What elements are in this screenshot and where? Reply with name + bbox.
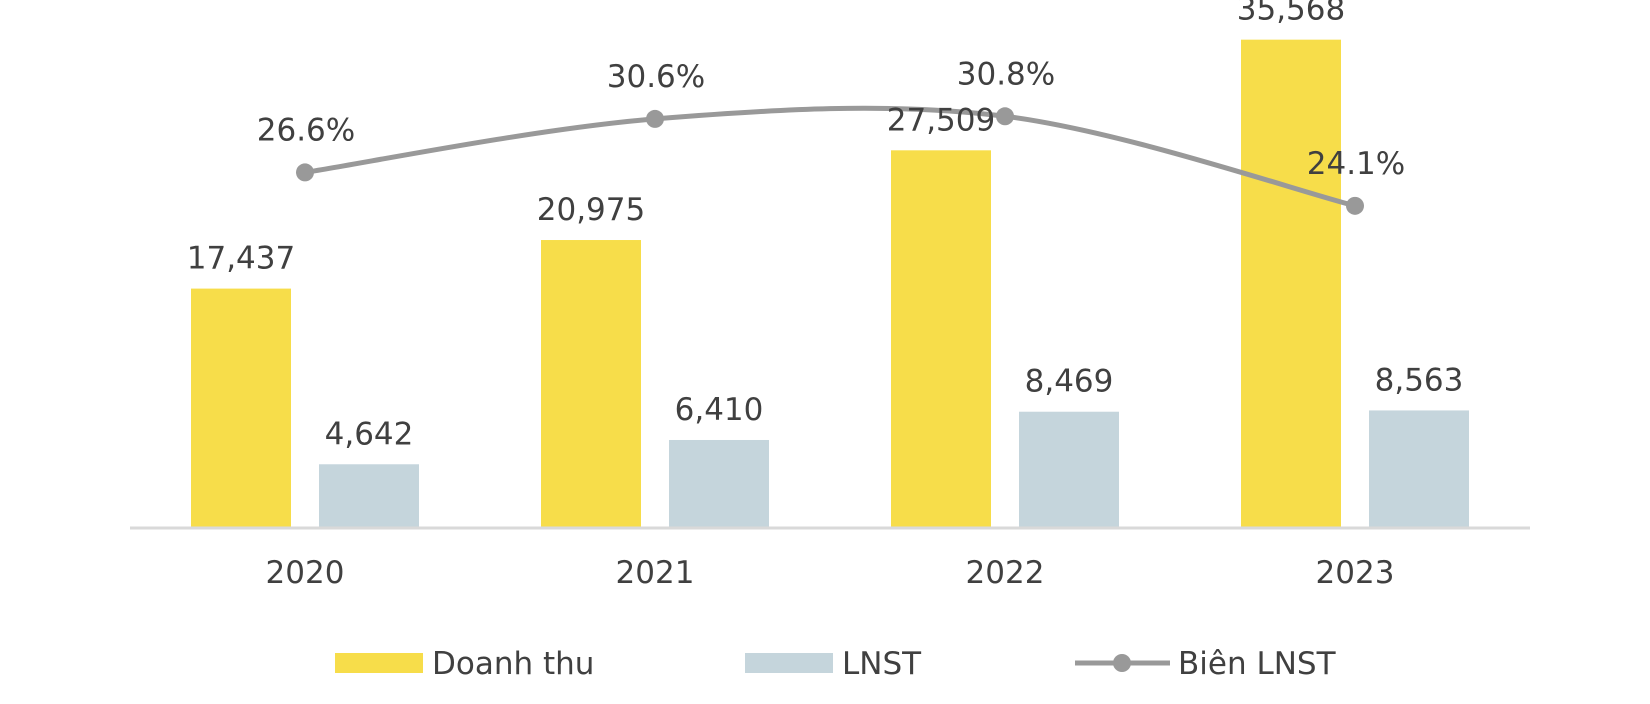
x-tick-label-2022: 2022 <box>966 555 1045 591</box>
x-tick-label-2020: 2020 <box>266 555 345 591</box>
point-bien-lnst-2022 <box>996 107 1014 126</box>
legend-marker-biên-lnst <box>1113 654 1131 672</box>
legend-label-doanh-thu: Doanh thu <box>432 646 594 682</box>
data-label-lnst-2020: 4,642 <box>325 416 414 452</box>
bar-lnst-2022 <box>1019 411 1119 528</box>
legend-swatch-doanh-thu <box>335 653 423 673</box>
line-bien-lnst <box>304 105 1356 209</box>
data-label-lnst-2023: 8,563 <box>1375 362 1464 398</box>
point-bien-lnst-2023 <box>1346 196 1364 215</box>
bar-doanh-thu-2022 <box>891 150 991 528</box>
bar-lnst-2023 <box>1369 410 1469 528</box>
x-tick-label-2021: 2021 <box>616 555 695 591</box>
legend-item-lnst: LNST <box>745 646 922 682</box>
point-bien-lnst-2021 <box>646 109 664 128</box>
data-label-lnst-2021: 6,410 <box>675 392 764 428</box>
legend-item-doanh-thu: Doanh thu <box>335 646 594 682</box>
data-label-doanh-thu-2021: 20,975 <box>537 192 645 228</box>
data-label-bien-lnst-2022: 30.8% <box>957 56 1055 92</box>
bars-layer <box>191 39 1469 528</box>
x-tick-label-2023: 2023 <box>1316 555 1395 591</box>
data-label-lnst-2022: 8,469 <box>1025 364 1114 400</box>
legend: Doanh thu LNST Biên LNST <box>335 646 1337 682</box>
data-label-doanh-thu-2022: 27,509 <box>887 102 995 138</box>
bar-doanh-thu-2021 <box>541 240 641 528</box>
data-label-bien-lnst-2023: 24.1% <box>1307 146 1405 182</box>
legend-item-biên-lnst: Biên LNST <box>1075 646 1337 682</box>
data-label-bien-lnst-2020: 26.6% <box>257 112 355 148</box>
data-label-doanh-thu-2023: 35,568 <box>1237 0 1345 28</box>
data-label-doanh-thu-2020: 17,437 <box>187 241 295 277</box>
x-axis-ticks: 2020 2021 2022 2023 <box>266 555 1395 591</box>
data-label-bien-lnst-2021: 30.6% <box>607 59 705 95</box>
data-labels-layer: 17,437 20,975 27,509 35,568 4,642 6,410 8,469 8… <box>187 0 1464 452</box>
point-bien-lnst-2020 <box>296 163 314 182</box>
margin-line-layer <box>296 105 1364 215</box>
bar-doanh-thu-2023 <box>1241 39 1341 528</box>
bar-lnst-2020 <box>319 464 419 528</box>
legend-label-lnst: LNST <box>842 646 922 682</box>
bar-doanh-thu-2020 <box>191 288 291 528</box>
bar-lnst-2021 <box>669 439 769 528</box>
legend-label-biên-lnst: Biên LNST <box>1178 646 1337 682</box>
legend-swatch-lnst <box>745 653 833 673</box>
